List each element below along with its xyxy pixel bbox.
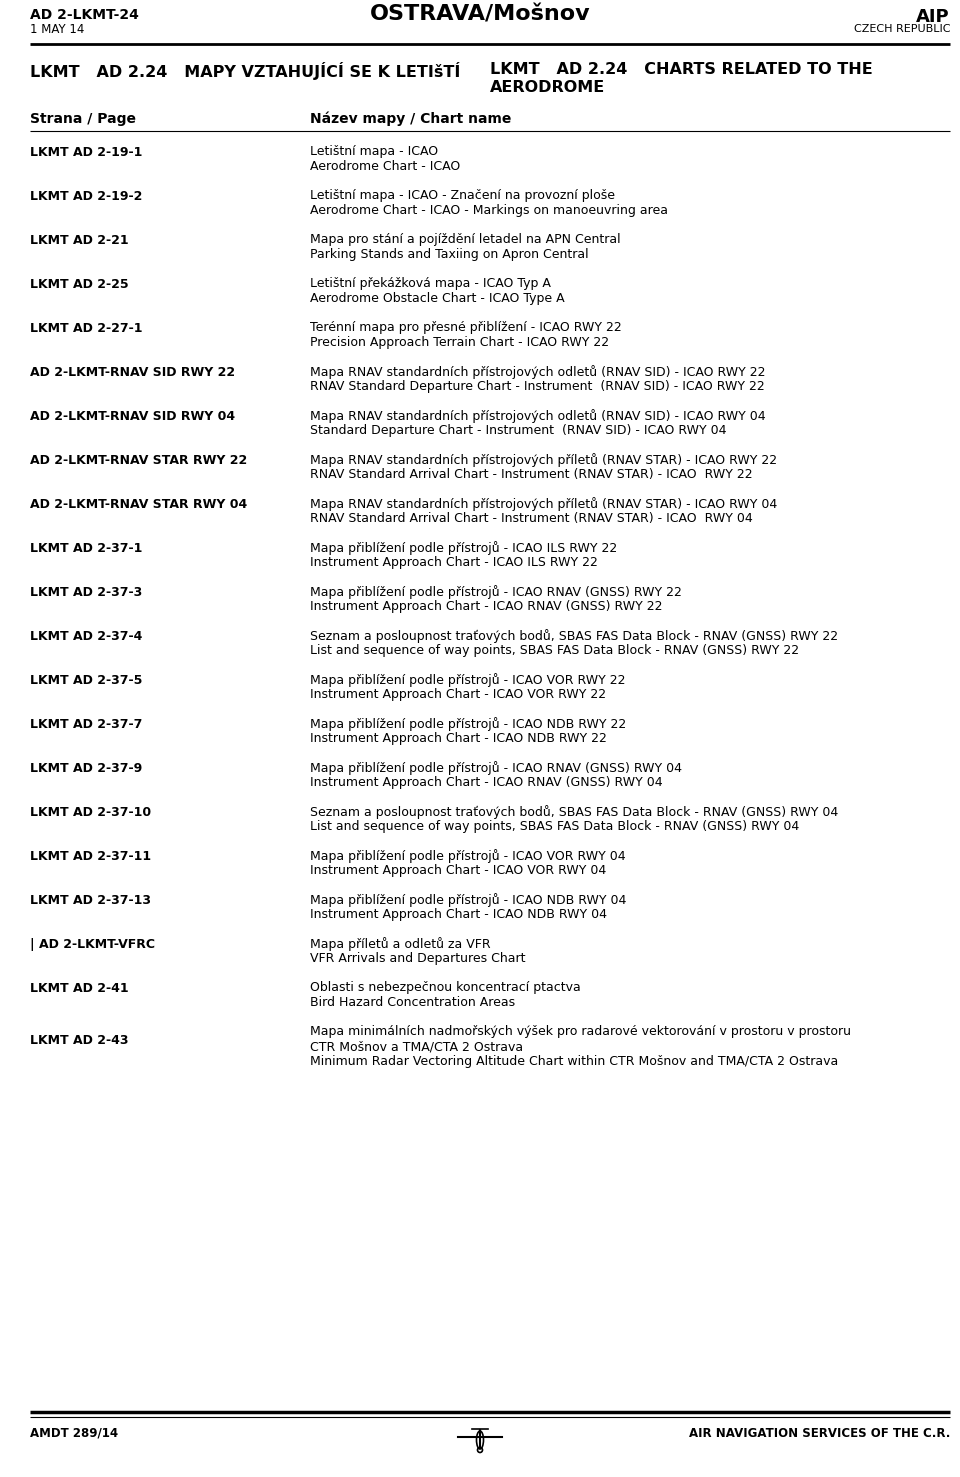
Text: AD 2-LKMT-RNAV STAR RWY 22: AD 2-LKMT-RNAV STAR RWY 22: [30, 453, 248, 467]
Text: LKMT AD 2-19-1: LKMT AD 2-19-1: [30, 146, 142, 160]
Text: Precision Approach Terrain Chart - ICAO RWY 22: Precision Approach Terrain Chart - ICAO …: [310, 335, 610, 349]
Text: LKMT AD 2-37-5: LKMT AD 2-37-5: [30, 674, 142, 687]
Text: LKMT AD 2-37-1: LKMT AD 2-37-1: [30, 542, 142, 555]
Text: Instrument Approach Chart - ICAO ILS RWY 22: Instrument Approach Chart - ICAO ILS RWY…: [310, 555, 598, 569]
Text: AMDT 289/14: AMDT 289/14: [30, 1427, 118, 1440]
Text: Letištní mapa - ICAO - Značení na provozní ploše: Letištní mapa - ICAO - Značení na provoz…: [310, 189, 615, 202]
Text: Aerodrome Chart - ICAO - Markings on manoeuvring area: Aerodrome Chart - ICAO - Markings on man…: [310, 204, 668, 217]
Text: Mapa RNAV standardních přístrojových příletů (RNAV STAR) - ICAO RWY 22: Mapa RNAV standardních přístrojových pří…: [310, 453, 778, 467]
Text: Mapa minimálních nadmořských výšek pro radarové vektorování v prostoru v prostor: Mapa minimálních nadmořských výšek pro r…: [310, 1025, 851, 1038]
Text: List and sequence of way points, SBAS FAS Data Block - RNAV (GNSS) RWY 04: List and sequence of way points, SBAS FA…: [310, 820, 800, 833]
Text: LKMT AD 2-37-9: LKMT AD 2-37-9: [30, 762, 142, 775]
Text: RNAV Standard Arrival Chart - Instrument (RNAV STAR) - ICAO  RWY 04: RNAV Standard Arrival Chart - Instrument…: [310, 513, 753, 524]
Text: | AD 2-LKMT-VFRC: | AD 2-LKMT-VFRC: [30, 938, 155, 951]
Text: Aerodrome Chart - ICAO: Aerodrome Chart - ICAO: [310, 160, 460, 173]
Text: OSTRAVA/Mošnov: OSTRAVA/Mošnov: [370, 4, 590, 25]
Text: Mapa přiblížení podle přístrojů - ICAO RNAV (GNSS) RWY 22: Mapa přiblížení podle přístrojů - ICAO R…: [310, 585, 682, 600]
Text: Aerodrome Obstacle Chart - ICAO Type A: Aerodrome Obstacle Chart - ICAO Type A: [310, 292, 564, 304]
Text: AD 2-LKMT-RNAV SID RWY 22: AD 2-LKMT-RNAV SID RWY 22: [30, 366, 235, 380]
Text: Minimum Radar Vectoring Altitude Chart within CTR Mošnov and TMA/CTA 2 Ostrava: Minimum Radar Vectoring Altitude Chart w…: [310, 1055, 838, 1068]
Text: RNAV Standard Arrival Chart - Instrument (RNAV STAR) - ICAO  RWY 22: RNAV Standard Arrival Chart - Instrument…: [310, 468, 753, 482]
Text: Strana / Page: Strana / Page: [30, 112, 136, 126]
Text: CTR Mošnov a TMA/CTA 2 Ostrava: CTR Mošnov a TMA/CTA 2 Ostrava: [310, 1040, 523, 1053]
Text: AIP: AIP: [917, 7, 950, 27]
Text: List and sequence of way points, SBAS FAS Data Block - RNAV (GNSS) RWY 22: List and sequence of way points, SBAS FA…: [310, 644, 799, 657]
Text: LKMT AD 2-37-7: LKMT AD 2-37-7: [30, 718, 142, 731]
Text: Instrument Approach Chart - ICAO RNAV (GNSS) RWY 04: Instrument Approach Chart - ICAO RNAV (G…: [310, 775, 662, 789]
Text: Mapa přiblížení podle přístrojů - ICAO VOR RWY 04: Mapa přiblížení podle přístrojů - ICAO V…: [310, 849, 626, 863]
Text: AD 2-LKMT-RNAV SID RWY 04: AD 2-LKMT-RNAV SID RWY 04: [30, 411, 235, 422]
Text: LKMT AD 2-37-13: LKMT AD 2-37-13: [30, 894, 151, 907]
Text: Letištní překážková mapa - ICAO Typ A: Letištní překážková mapa - ICAO Typ A: [310, 278, 551, 289]
Text: Mapa příletů a odletů za VFR: Mapa příletů a odletů za VFR: [310, 936, 491, 951]
Text: AD 2-LKMT-RNAV STAR RWY 04: AD 2-LKMT-RNAV STAR RWY 04: [30, 498, 248, 511]
Text: AIR NAVIGATION SERVICES OF THE C.R.: AIR NAVIGATION SERVICES OF THE C.R.: [688, 1427, 950, 1440]
Text: CZECH REPUBLIC: CZECH REPUBLIC: [853, 24, 950, 34]
Text: VFR Arrivals and Departures Chart: VFR Arrivals and Departures Chart: [310, 953, 525, 964]
Text: Instrument Approach Chart - ICAO VOR RWY 04: Instrument Approach Chart - ICAO VOR RWY…: [310, 864, 607, 877]
Text: LKMT   AD 2.24   MAPY VZTAHUJÍCÍ SE K LETIšTÍ: LKMT AD 2.24 MAPY VZTAHUJÍCÍ SE K LETIšT…: [30, 62, 461, 80]
Text: Mapa RNAV standardních přístrojových odletů (RNAV SID) - ICAO RWY 04: Mapa RNAV standardních přístrojových odl…: [310, 409, 766, 422]
Text: RNAV Standard Departure Chart - Instrument  (RNAV SID) - ICAO RWY 22: RNAV Standard Departure Chart - Instrume…: [310, 380, 765, 393]
Text: Mapa přiblížení podle přístrojů - ICAO ILS RWY 22: Mapa přiblížení podle přístrojů - ICAO I…: [310, 541, 617, 555]
Text: Mapa přiblížení podle přístrojů - ICAO NDB RWY 04: Mapa přiblížení podle přístrojů - ICAO N…: [310, 894, 626, 907]
Text: AD 2-LKMT-24: AD 2-LKMT-24: [30, 7, 139, 22]
Text: Mapa přiblížení podle přístrojů - ICAO VOR RWY 22: Mapa přiblížení podle přístrojů - ICAO V…: [310, 674, 626, 687]
Text: LKMT AD 2-25: LKMT AD 2-25: [30, 278, 129, 291]
Text: LKMT AD 2-27-1: LKMT AD 2-27-1: [30, 322, 142, 335]
Text: LKMT AD 2-37-4: LKMT AD 2-37-4: [30, 631, 142, 642]
Text: Instrument Approach Chart - ICAO VOR RWY 22: Instrument Approach Chart - ICAO VOR RWY…: [310, 688, 606, 702]
Text: Seznam a posloupnost traťových bodů, SBAS FAS Data Block - RNAV (GNSS) RWY 04: Seznam a posloupnost traťových bodů, SBA…: [310, 805, 838, 818]
Text: Oblasti s nebezpečnou koncentrací ptactva: Oblasti s nebezpečnou koncentrací ptactv…: [310, 981, 581, 994]
Text: Parking Stands and Taxiing on Apron Central: Parking Stands and Taxiing on Apron Cent…: [310, 248, 588, 261]
Text: Mapa pro stání a pojíždění letadel na APN Central: Mapa pro stání a pojíždění letadel na AP…: [310, 233, 620, 247]
Text: AERODROME: AERODROME: [490, 80, 605, 95]
Text: Mapa RNAV standardních přístrojových odletů (RNAV SID) - ICAO RWY 22: Mapa RNAV standardních přístrojových odl…: [310, 365, 765, 380]
Text: Instrument Approach Chart - ICAO NDB RWY 04: Instrument Approach Chart - ICAO NDB RWY…: [310, 908, 607, 922]
Text: Instrument Approach Chart - ICAO RNAV (GNSS) RWY 22: Instrument Approach Chart - ICAO RNAV (G…: [310, 600, 662, 613]
Text: Název mapy / Chart name: Název mapy / Chart name: [310, 112, 512, 127]
Text: Standard Departure Chart - Instrument  (RNAV SID) - ICAO RWY 04: Standard Departure Chart - Instrument (R…: [310, 424, 727, 437]
Text: LKMT AD 2-19-2: LKMT AD 2-19-2: [30, 191, 142, 202]
Text: Letištní mapa - ICAO: Letištní mapa - ICAO: [310, 145, 438, 158]
Text: Mapa RNAV standardních přístrojových příletů (RNAV STAR) - ICAO RWY 04: Mapa RNAV standardních přístrojových pří…: [310, 496, 778, 511]
Text: Bird Hazard Concentration Areas: Bird Hazard Concentration Areas: [310, 995, 516, 1009]
Text: Seznam a posloupnost traťových bodů, SBAS FAS Data Block - RNAV (GNSS) RWY 22: Seznam a posloupnost traťových bodů, SBA…: [310, 629, 838, 642]
Text: Mapa přiblížení podle přístrojů - ICAO RNAV (GNSS) RWY 04: Mapa přiblížení podle přístrojů - ICAO R…: [310, 761, 682, 775]
Text: Instrument Approach Chart - ICAO NDB RWY 22: Instrument Approach Chart - ICAO NDB RWY…: [310, 733, 607, 744]
Text: 1 MAY 14: 1 MAY 14: [30, 24, 84, 35]
Text: LKMT AD 2-37-3: LKMT AD 2-37-3: [30, 586, 142, 600]
Text: LKMT AD 2-41: LKMT AD 2-41: [30, 982, 129, 995]
Text: LKMT AD 2-21: LKMT AD 2-21: [30, 233, 129, 247]
Text: Mapa přiblížení podle přístrojů - ICAO NDB RWY 22: Mapa přiblížení podle přístrojů - ICAO N…: [310, 716, 626, 731]
Text: LKMT AD 2-37-10: LKMT AD 2-37-10: [30, 806, 151, 820]
Text: LKMT AD 2-43: LKMT AD 2-43: [30, 1034, 129, 1047]
Text: LKMT AD 2-37-11: LKMT AD 2-37-11: [30, 849, 151, 863]
Text: LKMT   AD 2.24   CHARTS RELATED TO THE: LKMT AD 2.24 CHARTS RELATED TO THE: [490, 62, 873, 77]
Text: Terénní mapa pro přesné přiblížení - ICAO RWY 22: Terénní mapa pro přesné přiblížení - ICA…: [310, 321, 622, 334]
